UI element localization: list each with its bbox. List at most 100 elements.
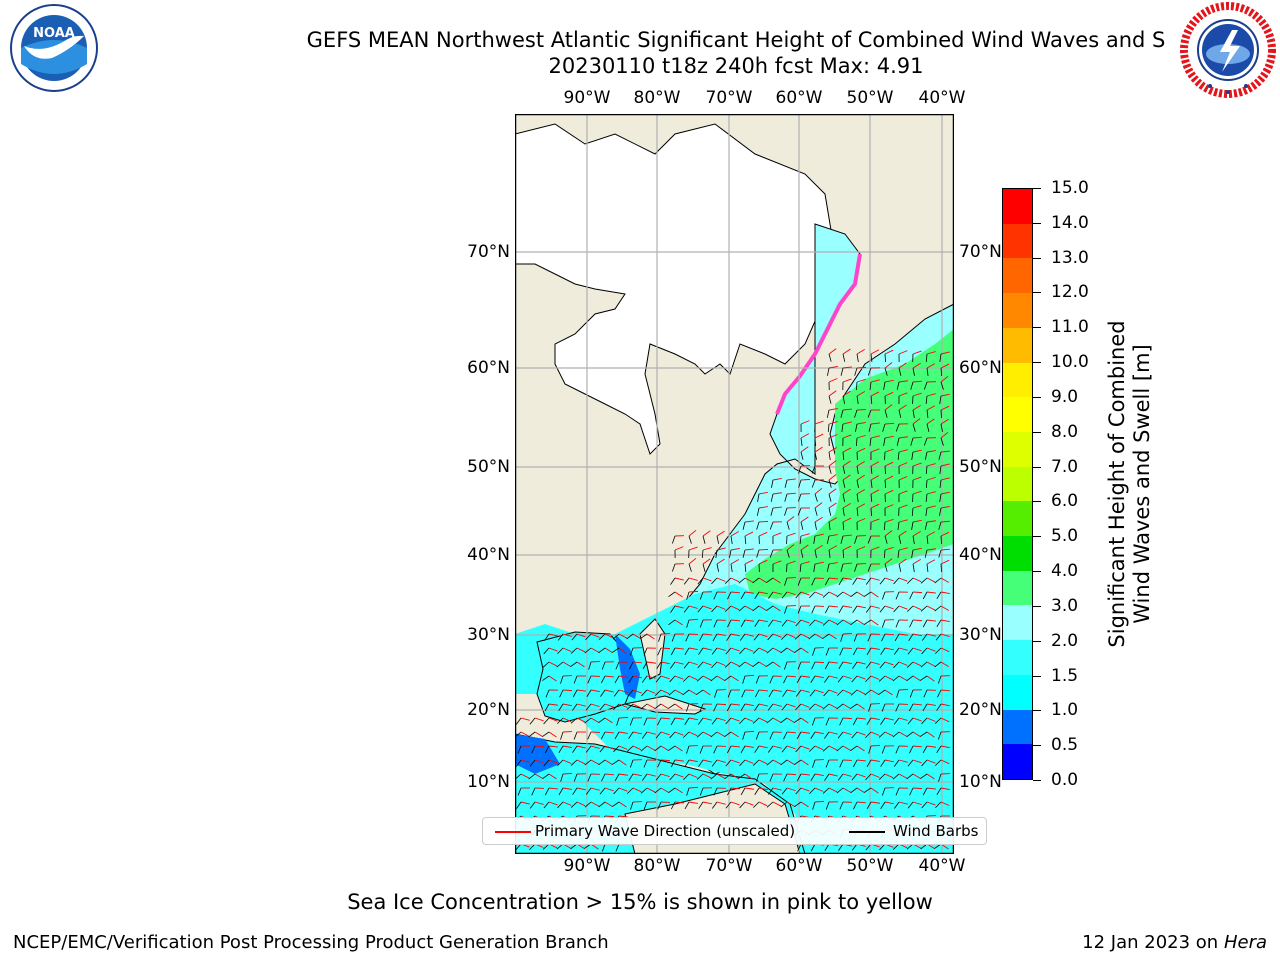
wind-barb — [754, 689, 760, 698]
wind-barb — [921, 759, 928, 767]
wind-barb — [842, 549, 845, 559]
wave-direction-arrow — [842, 675, 852, 680]
wind-barb — [842, 465, 846, 474]
wind-barb — [741, 689, 746, 698]
wind-barb — [542, 661, 550, 668]
wind-barb — [784, 605, 788, 614]
wind-barb — [739, 717, 746, 725]
wind-barb — [867, 633, 872, 642]
wave-direction-arrow — [618, 787, 628, 792]
wave-direction-arrow — [898, 504, 908, 509]
colorbar-tick-mark — [1033, 710, 1041, 712]
wind-barb — [656, 661, 662, 669]
wind-barb — [557, 759, 564, 767]
wave-direction-arrow — [674, 689, 684, 695]
wind-barb — [738, 577, 746, 584]
wind-barb — [739, 633, 746, 641]
wind-barb — [784, 493, 788, 502]
wave-direction-arrow — [730, 633, 740, 637]
wind-barb — [543, 801, 550, 809]
wind-barb — [796, 731, 802, 740]
wave-direction-arrow — [744, 745, 754, 748]
wind-barb — [828, 549, 831, 558]
wave-direction-arrow — [660, 647, 671, 650]
wind-barb — [870, 353, 873, 362]
wind-barb — [570, 717, 578, 724]
wind-barb — [683, 731, 690, 738]
wave-direction-arrow — [926, 703, 936, 706]
wind-barb — [881, 619, 886, 628]
wind-barb — [587, 773, 592, 782]
colorbar-tick-label: 11.0 — [1051, 317, 1089, 338]
wave-direction-arrow — [604, 689, 614, 693]
wave-direction-arrow — [618, 745, 628, 750]
wind-barb — [628, 731, 634, 739]
wind-barb — [796, 773, 802, 782]
wave-direction-arrow — [590, 660, 601, 663]
wave-direction-arrow — [660, 773, 670, 778]
wave-direction-arrow — [744, 801, 754, 806]
wave-direction-arrow — [772, 532, 782, 537]
sea-ice-footnote: Sea Ice Concentration > 15% is shown in … — [347, 890, 933, 914]
wave-direction-arrow — [870, 787, 879, 794]
wave-direction-arrow — [674, 605, 684, 609]
wind-barb — [544, 633, 550, 641]
wave-direction-arrow — [674, 801, 684, 804]
wind-barb — [895, 423, 900, 432]
wave-direction-arrow — [912, 418, 921, 425]
wind-barb — [940, 535, 942, 545]
wind-barb — [614, 773, 620, 782]
wave-direction-arrow — [856, 703, 865, 710]
lat-tick-right-40n: 40°N — [959, 545, 1002, 565]
wind-barb — [921, 647, 928, 655]
wave-direction-arrow — [618, 731, 628, 734]
wind-barb — [612, 633, 620, 640]
wind-barb — [842, 521, 845, 531]
wind-barb — [587, 675, 592, 684]
wind-barb — [613, 689, 620, 697]
colorbar-segment — [1003, 397, 1032, 432]
wind-barb — [754, 703, 760, 711]
wave-direction-arrow — [800, 801, 809, 808]
wave-direction-arrow — [758, 591, 768, 595]
wind-barb — [557, 633, 564, 641]
wind-barb — [794, 647, 802, 653]
wind-barb — [738, 773, 746, 779]
wave-direction-arrow — [926, 363, 936, 369]
colorbar-tick-label: 8.0 — [1051, 421, 1079, 442]
colorbar-tick-label: 4.0 — [1051, 561, 1079, 582]
wave-direction-arrow — [814, 703, 824, 709]
wind-barb — [892, 731, 900, 738]
wave-direction-arrow — [814, 433, 824, 439]
wind-barb — [824, 661, 830, 670]
wind-barb — [940, 367, 943, 377]
wave-direction-arrow — [744, 703, 754, 707]
wind-barb — [794, 801, 802, 807]
wave-direction-arrow — [814, 800, 825, 803]
wave-direction-arrow — [604, 647, 613, 654]
wave-direction-arrow — [590, 633, 600, 638]
wind-barb — [809, 745, 816, 752]
wind-barb — [657, 759, 662, 768]
wave-direction-arrow — [814, 675, 824, 679]
wind-barb — [710, 675, 718, 682]
wave-direction-arrow — [744, 773, 753, 780]
wind-barb — [643, 717, 648, 726]
ice-free-arctic-region — [515, 123, 836, 455]
wave-direction-arrow — [562, 801, 572, 806]
wave-direction-arrow — [604, 675, 614, 678]
wave-direction-arrow — [912, 801, 922, 806]
wind-barb — [573, 731, 578, 740]
florida-land — [639, 618, 666, 680]
wind-barb — [824, 605, 830, 614]
lon-tick-top-70w: 70°W — [705, 88, 753, 108]
wind-barb — [837, 773, 844, 781]
wave-direction-arrow — [646, 675, 656, 679]
wave-direction-arrow — [618, 801, 627, 808]
wave-direction-arrow — [534, 759, 544, 764]
wave-height-map — [514, 113, 955, 855]
wave-direction-arrow — [786, 619, 796, 624]
wind-barb — [836, 619, 844, 626]
wave-direction-arrow — [702, 675, 712, 681]
wave-direction-arrow — [870, 391, 880, 397]
